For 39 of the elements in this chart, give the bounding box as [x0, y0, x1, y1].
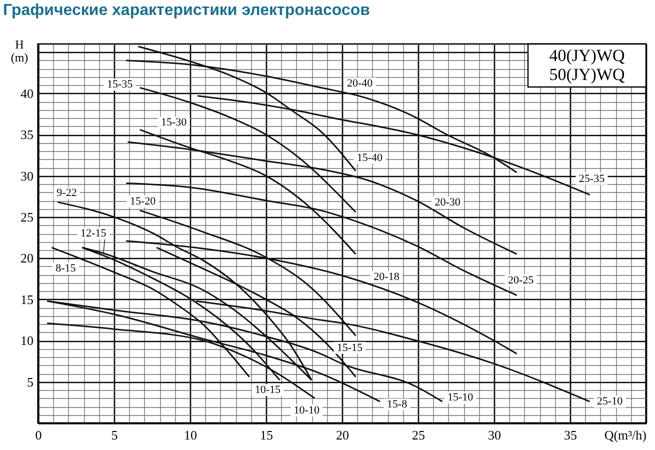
series-label: 15-15	[336, 342, 364, 354]
y-tick-label: 5	[27, 374, 34, 390]
x-tick-label: 0	[35, 428, 42, 442]
x-tick-label: 15	[260, 428, 273, 442]
series-label: 8-15	[56, 262, 76, 275]
series-label: 15-10	[447, 392, 474, 404]
x-tick-label: 30	[488, 428, 501, 442]
series-label: 25-35	[578, 172, 606, 185]
y-tick-label: 20	[20, 250, 34, 266]
series-label: 9-22	[56, 187, 77, 200]
series-label: 10-10	[294, 404, 320, 416]
annotation: 50(JY)WQ	[549, 65, 625, 84]
x-tick-label: 10	[184, 428, 197, 442]
series-label: 15-35	[107, 78, 134, 91]
x-tick-label: 20	[336, 428, 349, 442]
x-tick-label: 5	[111, 428, 118, 442]
series-label: 20-25	[508, 274, 534, 286]
series-label: 25-10	[596, 396, 624, 408]
y-axis-title: H (m)	[10, 38, 28, 64]
x-tick-label: 35	[564, 428, 577, 442]
y-tick-label: 15	[20, 292, 34, 307]
y-tick-label: 10	[20, 333, 34, 348]
y-tick-label: 25	[20, 210, 34, 225]
series-label: 15-8	[386, 398, 408, 411]
series-label: 15-20	[130, 195, 156, 208]
series-label: 20-18	[374, 270, 400, 283]
annotation: 40(JY)WQ	[549, 46, 625, 65]
y-tick-label: 35	[20, 127, 34, 142]
series-label: 15-30	[161, 116, 188, 129]
chart-title: Графические характеристики электронасосов	[3, 2, 370, 19]
series-label: 20-40	[346, 78, 374, 90]
series-label: 10-15	[254, 384, 282, 396]
series-label: 20-30	[434, 196, 461, 209]
y-tick-label: 30	[20, 168, 34, 184]
series-label: 15-40	[356, 152, 384, 164]
series-label: 12-15	[80, 227, 107, 240]
x-tick-label: 25	[412, 428, 425, 442]
x-axis-title: Q(m³/h)	[604, 428, 646, 442]
y-tick-label: 40	[20, 86, 34, 101]
